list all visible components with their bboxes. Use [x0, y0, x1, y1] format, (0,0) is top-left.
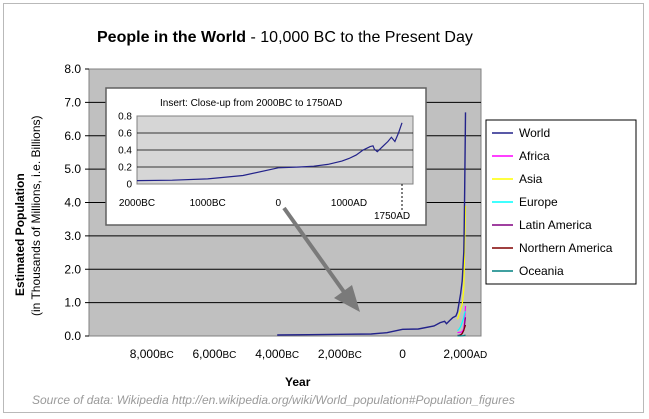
inset-title: Insert: Close-up from 2000BC to 1750AD [160, 98, 342, 109]
series-line-world [277, 112, 467, 336]
series-line-asia [456, 205, 467, 320]
y-tick-label: 3.0 [64, 229, 81, 243]
x-tick-number: 6,000 [192, 347, 222, 361]
y-tick-label: 6.0 [64, 129, 81, 143]
inset-end-label: 1750AD [374, 211, 410, 222]
x-tick-number: 4,000 [255, 347, 285, 361]
chart-title-rest: - 10,000 BC to the Present Day [246, 29, 473, 46]
x-tick-label: 2,000BC [318, 347, 362, 361]
series-line-europe [457, 311, 466, 332]
legend-label: Oceania [519, 264, 564, 278]
inset-x-tick-label: 1000BC [190, 198, 226, 209]
x-tick-era: BC [348, 350, 362, 361]
inset-y-tick-label: 0 [126, 180, 132, 191]
legend-label: Northern America [519, 241, 613, 255]
inset-x-tick-label: 0 [276, 198, 282, 209]
x-tick-number: 0 [399, 347, 406, 361]
inset-y-tick-label: 0.6 [118, 129, 132, 140]
x-tick-label: 0 [399, 347, 406, 361]
y-tick-label: 4.0 [64, 196, 81, 210]
series-lines [277, 112, 467, 337]
inset-world-line [136, 122, 403, 182]
x-tick-era: BC [223, 350, 237, 361]
legend-label: World [519, 126, 550, 140]
y-axis-ticks: 0.0 1.0 2.0 3.0 4.0 5.0 6.0 7.0 8.0 [64, 62, 89, 343]
inset-y-ticks: 0 0.2 0.4 0.6 0.8 [118, 112, 132, 191]
inset-x-tick-label: 1000AD [331, 198, 367, 209]
x-tick-label: 4,000BC [255, 347, 299, 361]
y-tick-label: 8.0 [64, 62, 81, 76]
inset-x-ticks: 2000BC 1000BC 0 1000AD [119, 198, 367, 209]
x-axis-label: Year [285, 375, 311, 389]
series-line-oceania [457, 334, 466, 337]
y-axis-sublabel: (in Thousands of Millions, i.e. Billions… [29, 115, 43, 316]
y-axis-label: Estimated Population [13, 173, 27, 296]
x-tick-era: BC [160, 350, 174, 361]
legend-label: Asia [519, 172, 543, 186]
x-axis-ticks: 8,000BC 6,000BC 4,000BC 2,000BC 0 2,000AD [130, 347, 488, 361]
x-tick-era: BC [285, 350, 299, 361]
x-tick-era: AD [473, 350, 487, 361]
x-tick-label: 2,000AD [443, 347, 487, 361]
inset-y-tick-label: 0.4 [118, 146, 132, 157]
x-tick-label: 8,000BC [130, 347, 174, 361]
chart-title: People in the World - 10,000 BC to the P… [97, 29, 473, 46]
y-tick-label: 0.0 [64, 329, 81, 343]
y-tick-label: 5.0 [64, 162, 81, 176]
chart-title-bold: People in the World [97, 29, 246, 46]
legend: World Africa Asia Europe Latin America Northe… [492, 126, 613, 278]
legend-label: Africa [519, 149, 550, 163]
x-tick-number: 2,000 [318, 347, 348, 361]
y-tick-label: 2.0 [64, 262, 81, 276]
inset-series [136, 122, 403, 182]
zoom-arrow-head [334, 285, 360, 312]
source-note: Source of data: Wikipedia http://en.wiki… [32, 393, 515, 407]
legend-label: Latin America [519, 218, 592, 232]
x-tick-label: 6,000BC [192, 347, 236, 361]
inset-gridlines [137, 132, 413, 168]
inset-x-tick-label: 2000BC [119, 198, 155, 209]
inset-y-tick-label: 0.8 [118, 112, 132, 123]
inset-y-tick-label: 0.2 [118, 163, 132, 174]
zoom-arrow-shaft [282, 206, 346, 294]
zoom-arrow [282, 206, 360, 312]
legend-label: Europe [519, 195, 558, 209]
inset-chart: Insert: Close-up from 2000BC to 1750AD 0… [105, 87, 427, 226]
x-tick-number: 8,000 [130, 347, 160, 361]
x-tick-number: 2,000 [443, 347, 473, 361]
y-tick-label: 7.0 [64, 95, 81, 109]
y-tick-label: 1.0 [64, 296, 81, 310]
